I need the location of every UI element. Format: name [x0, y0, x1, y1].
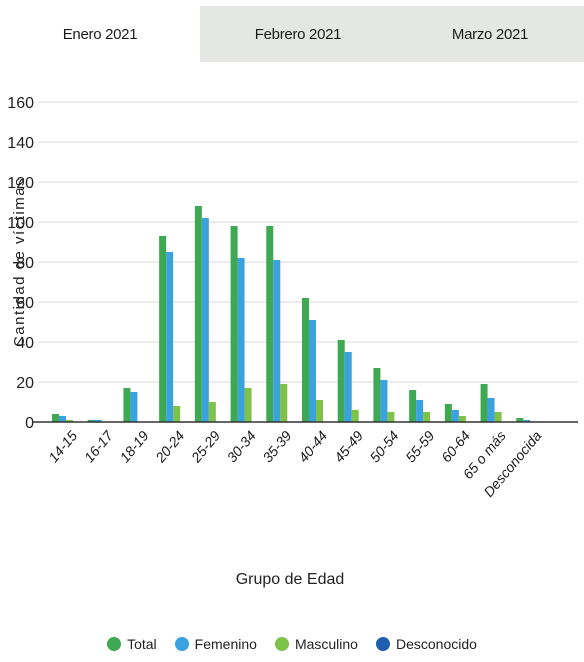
legend-label-total: Total	[127, 636, 157, 652]
y-axis-label: Cantidad de víctimas	[11, 177, 28, 347]
x-tick-label: 55-59	[402, 427, 437, 465]
bar-total-55-59	[409, 390, 417, 422]
tab-febrero-2021[interactable]: Febrero 2021	[200, 6, 396, 62]
bar-total-14-15	[52, 414, 59, 422]
x-tick-label: 14-15	[45, 427, 80, 465]
tab-enero-2021[interactable]: Enero 2021	[0, 6, 200, 62]
bar-masculino-50-54	[387, 412, 395, 422]
bar-total-40-44	[302, 298, 309, 422]
bar-femenino-45-49	[344, 352, 352, 422]
bar-masculino-55-59	[423, 412, 431, 422]
legend-swatch-femenino	[174, 637, 189, 651]
bar-femenino-18-19	[130, 392, 138, 422]
x-tick-label: 18-19	[116, 427, 151, 465]
x-tick-label: 30-34	[224, 427, 259, 465]
bar-masculino-35-39	[280, 384, 288, 422]
x-axis-label: Grupo de Edad	[236, 571, 345, 588]
x-tick-label: 40-44	[295, 427, 330, 465]
bar-total-60-64	[444, 404, 452, 422]
y-tick-label: 0	[25, 415, 34, 432]
bar-total-35-39	[266, 226, 274, 422]
bar-total-16-17	[87, 420, 95, 422]
bar-femenino-14-15	[59, 416, 66, 422]
bar-masculino-20-24	[173, 406, 181, 422]
y-tick-label: 120	[7, 175, 34, 192]
bar-total-65-o-más	[480, 384, 488, 422]
x-tick-label: 45-49	[331, 427, 366, 465]
bar-femenino-40-44	[309, 320, 316, 422]
bar-femenino-20-24	[166, 252, 174, 422]
y-tick-label: 160	[7, 95, 34, 112]
bar-masculino-14-15	[66, 420, 73, 422]
y-tick-label: 20	[16, 375, 34, 392]
legend-swatch-total	[107, 637, 122, 651]
x-tick-label: 25-29	[187, 427, 223, 466]
bar-femenino-50-54	[380, 380, 388, 422]
legend-label-femenino: Femenino	[194, 636, 257, 652]
bar-femenino-65-o-más	[487, 398, 495, 422]
month-tabs: Enero 2021 Febrero 2021 Marzo 2021	[0, 6, 584, 62]
y-tick-label: 80	[16, 255, 34, 272]
y-tick-label: 60	[16, 295, 34, 312]
bar-total-30-34	[230, 226, 238, 422]
y-tick-label: 140	[7, 135, 34, 152]
x-tick-label: 16-17	[81, 427, 117, 466]
bar-femenino-25-29	[201, 218, 209, 422]
legend-item-femenino[interactable]: Femenino	[174, 636, 257, 652]
bar-femenino-desconocida	[523, 420, 531, 422]
bar-total-25-29	[194, 206, 202, 422]
bar-masculino-60-64	[458, 416, 466, 422]
legend-item-desconocido[interactable]: Desconocido	[375, 636, 477, 652]
bar-chart: 0 20 40 60 80 100 120 140 160 Cantidad de víctima…	[7, 95, 578, 588]
legend-label-desconocido: Desconocido	[395, 636, 477, 652]
bar-masculino-45-49	[351, 410, 359, 422]
y-tick-label: 100	[7, 215, 34, 232]
legend-swatch-masculino	[274, 637, 289, 651]
bar-total-45-49	[337, 340, 345, 422]
bar-femenino-30-34	[237, 258, 245, 422]
x-tick-label: 50-54	[366, 427, 401, 465]
bar-total-50-54	[373, 368, 381, 422]
bar-femenino-60-64	[451, 410, 459, 422]
bar-masculino-65-o-más	[494, 412, 502, 422]
x-tick-label: 20-24	[152, 427, 188, 466]
legend-item-masculino[interactable]: Masculino	[274, 636, 358, 652]
bar-total-20-24	[159, 236, 167, 422]
legend-label-masculino: Masculino	[294, 636, 358, 652]
bar-total-desconocida	[516, 418, 524, 422]
bar-total-18-19	[123, 388, 131, 422]
bar-masculino-40-44	[316, 400, 323, 422]
legend-item-total[interactable]: Total	[107, 636, 157, 652]
legend-swatch-desconocido	[375, 637, 390, 651]
bar-masculino-30-34	[244, 388, 252, 422]
chart-legend: Total Femenino Masculino Desconocido	[0, 636, 584, 652]
y-tick-label: 40	[16, 335, 34, 352]
bar-masculino-25-29	[208, 402, 216, 422]
tab-marzo-2021[interactable]: Marzo 2021	[396, 6, 584, 62]
bar-femenino-35-39	[273, 260, 281, 422]
bar-femenino-16-17	[94, 420, 102, 422]
x-tick-label: 60-64	[438, 427, 473, 465]
x-tick-label: 35-39	[259, 427, 294, 465]
bar-femenino-55-59	[416, 400, 424, 422]
